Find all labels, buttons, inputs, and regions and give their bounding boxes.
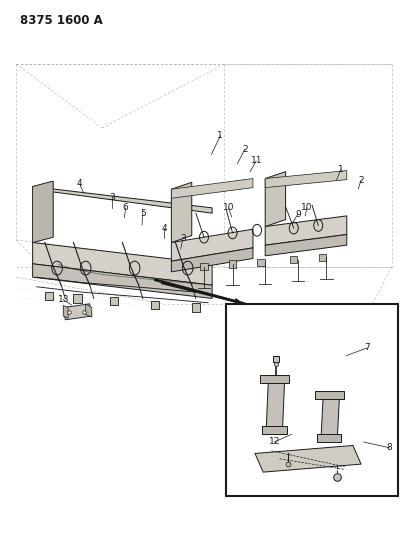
Text: 5: 5 (140, 209, 146, 217)
Polygon shape (33, 243, 212, 285)
Text: 11: 11 (251, 157, 262, 165)
Text: 13: 13 (58, 295, 69, 304)
Polygon shape (255, 446, 361, 472)
Polygon shape (265, 235, 347, 256)
Text: 4: 4 (161, 224, 167, 232)
Polygon shape (262, 426, 287, 434)
Polygon shape (63, 304, 92, 320)
Bar (229, 260, 236, 268)
Text: 2: 2 (358, 176, 364, 184)
Text: 9: 9 (295, 210, 301, 219)
Polygon shape (171, 248, 253, 272)
Text: 8: 8 (386, 443, 392, 452)
Bar (151, 301, 159, 309)
Bar (290, 256, 297, 263)
Polygon shape (171, 229, 253, 261)
Polygon shape (317, 434, 341, 442)
Polygon shape (171, 182, 192, 243)
Polygon shape (33, 181, 53, 243)
Polygon shape (63, 305, 68, 318)
Text: 1: 1 (338, 165, 344, 174)
Text: 10: 10 (223, 204, 234, 212)
Text: 7: 7 (364, 343, 370, 352)
Text: 8375 1600 A: 8375 1600 A (20, 14, 103, 27)
Polygon shape (315, 391, 344, 399)
Text: 1: 1 (217, 132, 223, 140)
Text: 4: 4 (77, 180, 82, 188)
Bar (319, 254, 326, 261)
Bar (110, 297, 118, 305)
Text: 6: 6 (123, 204, 129, 212)
Bar (45, 292, 53, 300)
Polygon shape (260, 375, 289, 383)
Bar (226, 304, 398, 496)
Bar (73, 294, 82, 303)
Polygon shape (265, 171, 347, 188)
Polygon shape (33, 181, 53, 243)
Text: 3: 3 (180, 235, 186, 243)
Polygon shape (171, 179, 253, 198)
Polygon shape (33, 187, 212, 213)
Text: 12: 12 (269, 438, 280, 447)
Polygon shape (265, 216, 347, 245)
Text: 2: 2 (242, 145, 248, 154)
Polygon shape (321, 397, 339, 437)
Polygon shape (86, 304, 92, 317)
Polygon shape (265, 172, 286, 227)
Bar (200, 263, 208, 270)
Bar (192, 303, 200, 312)
Polygon shape (266, 381, 285, 429)
Bar (257, 259, 265, 266)
Polygon shape (33, 264, 212, 298)
Text: 3: 3 (109, 193, 115, 201)
Text: 10: 10 (301, 204, 313, 212)
